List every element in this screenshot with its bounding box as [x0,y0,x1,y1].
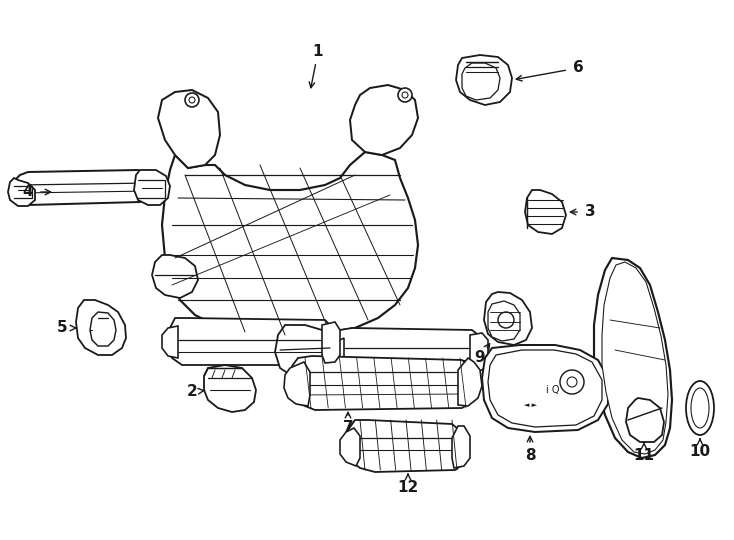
Polygon shape [168,318,338,365]
Polygon shape [322,322,340,363]
Polygon shape [482,345,608,432]
Polygon shape [14,170,155,205]
Polygon shape [594,258,672,458]
Polygon shape [152,255,198,298]
Text: 8: 8 [525,448,535,462]
Polygon shape [458,358,482,406]
Circle shape [498,312,514,328]
Circle shape [560,370,584,394]
Polygon shape [484,292,532,345]
Text: 1: 1 [313,44,323,59]
Ellipse shape [686,381,714,435]
Polygon shape [456,55,512,105]
Polygon shape [204,365,256,412]
Polygon shape [488,301,520,341]
Circle shape [567,377,577,387]
Polygon shape [162,326,178,358]
Polygon shape [350,85,418,155]
Text: 12: 12 [397,481,418,496]
Polygon shape [340,428,360,466]
Text: 3: 3 [585,205,595,219]
Text: 9: 9 [475,350,485,366]
Text: 7: 7 [343,421,353,435]
Text: 6: 6 [573,60,584,76]
Polygon shape [8,178,35,206]
Polygon shape [290,356,478,410]
Polygon shape [275,325,335,380]
Text: ◄ ►: ◄ ► [523,402,537,408]
Polygon shape [452,426,470,468]
Text: 4: 4 [23,185,33,199]
Text: 11: 11 [633,448,655,462]
Polygon shape [346,420,468,472]
Polygon shape [336,328,485,372]
Polygon shape [158,90,220,168]
Polygon shape [602,262,668,454]
Polygon shape [76,300,126,355]
Circle shape [402,92,408,98]
Polygon shape [162,152,418,335]
Polygon shape [626,398,664,442]
Text: 10: 10 [689,444,711,460]
Polygon shape [462,63,500,100]
Circle shape [398,88,412,102]
Text: 5: 5 [57,321,68,335]
Polygon shape [525,190,566,234]
Polygon shape [284,362,310,406]
Text: i Q: i Q [546,385,560,395]
Circle shape [185,93,199,107]
Ellipse shape [691,388,709,428]
Polygon shape [134,170,170,205]
Circle shape [189,97,195,103]
Polygon shape [470,333,488,372]
Text: 2: 2 [186,384,197,400]
Polygon shape [330,338,344,370]
Polygon shape [90,312,116,346]
Polygon shape [488,350,602,427]
